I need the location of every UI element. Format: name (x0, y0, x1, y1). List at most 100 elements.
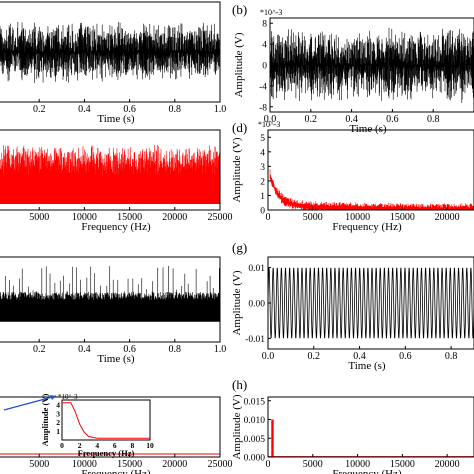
x-axis-label: Time (s) (349, 123, 387, 135)
plot-area (0, 266, 220, 322)
x-axis-label: Frequency (Hz) (81, 468, 151, 474)
y-tick-label: 8 (262, 20, 267, 30)
panel-a-partial: 0.2 0.4 0.6 0.8 1.0 Time (s) (0, 1, 226, 125)
y-tick-label: 0.00 (248, 300, 265, 310)
y-tick-label: -0.01 (245, 335, 265, 345)
y-tick-label: 0.005 (244, 435, 266, 445)
y-exponent: *10^-3 (258, 120, 280, 129)
x-tick-label: 0.2 (305, 114, 318, 125)
inset-x-tick-label: 10 (146, 441, 154, 450)
y-tick-label: 0.000 (244, 454, 266, 464)
y-tick-label: 0 (262, 62, 267, 72)
x-tick-label: 0.2 (308, 351, 321, 362)
x-tick-label: 10000 (72, 212, 97, 223)
panel-g: 0.0 0.2 0.4 0.6 0.8 Time (s) -0.01 0.00 0.01 Ampl… (231, 240, 474, 372)
y-tick-label: 0.010 (244, 416, 266, 426)
plot-area (0, 22, 220, 83)
y-tick-label: 0.015 (244, 397, 266, 407)
inset-y-tick-label: 2 (56, 418, 60, 427)
panel-e-partial: 0.2 0.4 0.6 0.8 1.0 Time (s) (0, 256, 227, 365)
x-axis-label: Time (s) (97, 353, 135, 365)
series-line (268, 267, 474, 339)
x-tick-label: 25000 (208, 212, 233, 223)
series-line (0, 266, 220, 322)
plot-area (268, 419, 474, 457)
x-tick-label: 0.0 (262, 351, 275, 362)
x-tick-label: 0.8 (169, 104, 182, 115)
x-tick-label: 5000 (303, 212, 323, 223)
x-tick-label: 0.6 (123, 104, 136, 115)
y-tick-label: -4 (259, 82, 267, 92)
inset-y-tick-label: 1 (56, 427, 60, 436)
plot-frame (267, 396, 474, 458)
y-tick-label: 4 (262, 41, 267, 51)
x-tick-label: 0.8 (445, 351, 458, 362)
x-tick-label: 0.8 (427, 114, 440, 125)
y-axis-label: Amplitude (V) (233, 32, 245, 97)
x-tick-label: 1.0 (214, 344, 227, 355)
plot-area (0, 144, 220, 204)
y-tick-label: 0.01 (248, 264, 265, 274)
x-tick-label: 0.0 (264, 114, 277, 125)
x-tick-label: 5000 (29, 212, 49, 223)
y-exponent: *10^-3 (260, 8, 282, 17)
panel-c-partial: 5000 10000 15000 20000 25000 Frequency (Hz) (0, 129, 233, 233)
plot-frame (0, 1, 221, 103)
x-tick-label: 0.4 (78, 104, 91, 115)
panel-label: (h) (232, 377, 247, 392)
x-tick-label: 10000 (345, 212, 370, 223)
panel-label: (d) (232, 120, 247, 135)
plot-area (269, 169, 474, 210)
plot-frame (0, 256, 221, 343)
x-tick-label: 20000 (435, 212, 460, 223)
panel-f-partial: 5000 10000 15000 20000 25000 Frequency (Hz) (0, 396, 233, 474)
x-tick-label: 10000 (72, 459, 97, 470)
x-axis-label: Frequency (Hz) (81, 221, 151, 233)
y-tick-label: 0 (260, 207, 265, 217)
series-line (269, 169, 474, 210)
x-tick-label: 0.6 (123, 344, 136, 355)
inset-series-line (62, 402, 150, 439)
plot-area (270, 28, 474, 103)
x-tick-label: 0 (266, 459, 271, 470)
x-tick-label: 10000 (345, 459, 370, 470)
inset-x-tick-label: 4 (95, 441, 99, 450)
x-tick-label: 0.4 (345, 114, 358, 125)
x-tick-label: 25000 (208, 459, 233, 470)
series-line (270, 28, 474, 103)
x-axis-label: Frequency (Hz) (332, 468, 402, 474)
x-tick-label: 0.8 (169, 344, 182, 355)
inset-pointer-arrow (3, 395, 57, 411)
inset-y-axis-label: Amplitude (V) (40, 394, 50, 447)
y-tick-label: 5 (260, 134, 265, 144)
x-tick-label: 0.2 (33, 344, 46, 355)
plot-frame (0, 129, 221, 211)
x-tick-label: 15000 (117, 212, 142, 223)
x-tick-label: 0 (266, 212, 271, 223)
x-tick-label: 15000 (117, 459, 142, 470)
x-axis-label: Frequency (Hz) (332, 221, 402, 233)
plot-area (268, 267, 474, 339)
x-tick-label: 0.4 (353, 351, 366, 362)
y-axis-label: Amplitude (V) (231, 137, 243, 202)
x-tick-label: 15000 (390, 459, 415, 470)
inset-frame (61, 399, 151, 441)
panel-label: (g) (232, 240, 247, 255)
inset-y-exponent: *10^-3 (58, 393, 78, 401)
x-axis-label: Time (s) (97, 113, 135, 125)
inset-y-tick-label: 4 (56, 400, 60, 409)
inset-x-axis-label: Frequency (Hz) (78, 448, 135, 458)
y-tick-label: -8 (259, 103, 267, 113)
inset-y-tick-label: 3 (56, 409, 60, 418)
x-tick-label: 5000 (303, 459, 323, 470)
y-tick-label: 3 (260, 163, 265, 173)
plot-frame (0, 396, 221, 458)
plot-frame (267, 129, 474, 211)
y-tick-label: 2 (260, 177, 265, 187)
x-tick-label: 5000 (29, 459, 49, 470)
series-line (0, 22, 220, 83)
series-line (0, 144, 220, 204)
